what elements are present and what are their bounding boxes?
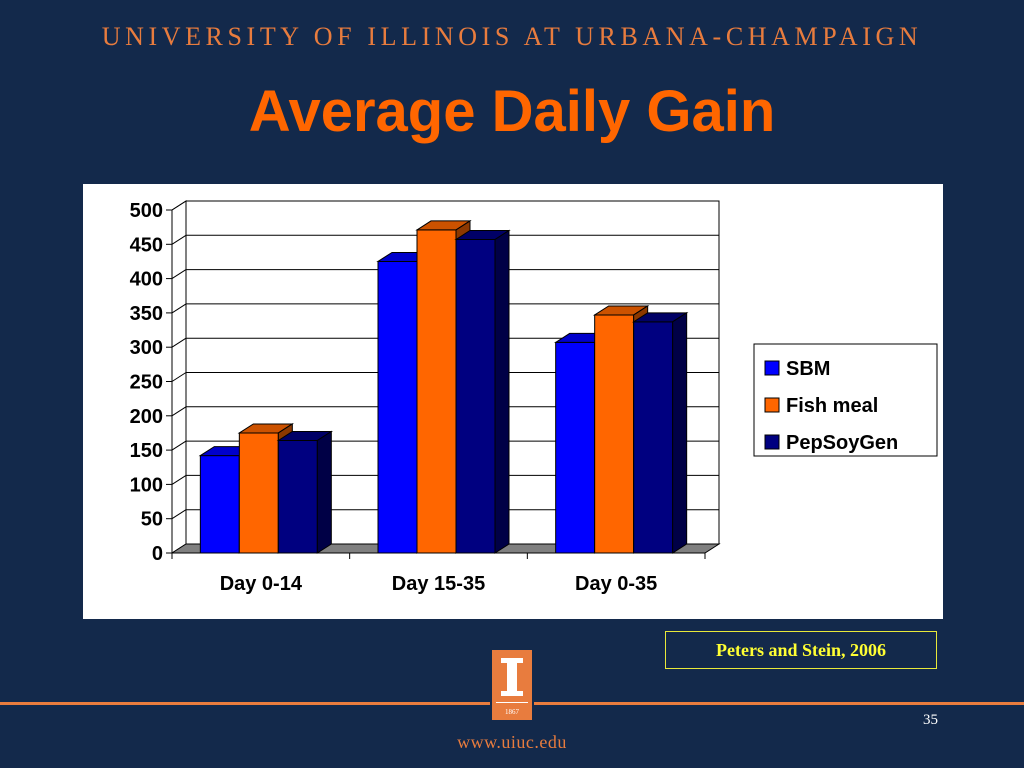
citation-box: Peters and Stein, 2006 — [665, 631, 937, 669]
footer-url[interactable]: www.uiuc.edu — [457, 732, 567, 752]
y-tick-label: 350 — [130, 303, 163, 325]
gridline-side — [171, 337, 187, 348]
gridline-side — [171, 303, 187, 314]
y-tick-label: 150 — [130, 440, 163, 462]
bar-side — [672, 311, 688, 554]
legend — [753, 343, 938, 457]
gridline-side — [171, 440, 187, 451]
slide-title: Average Daily Gain — [248, 79, 776, 144]
bar-fish-meal — [416, 229, 457, 554]
bar-fish-meal — [594, 314, 635, 554]
legend-swatch — [764, 434, 780, 450]
y-tick-label: 200 — [130, 406, 163, 428]
page-number: 35 — [923, 712, 938, 728]
legend-swatch — [764, 397, 780, 413]
gridline-side — [171, 372, 187, 382]
x-tick-label: Day 15-35 — [392, 573, 485, 595]
bar-fish-meal — [238, 432, 279, 554]
legend-label: Fish meal — [786, 395, 878, 417]
y-tick-label: 50 — [141, 509, 163, 531]
bar-side — [316, 430, 332, 554]
gridline-side — [171, 234, 187, 245]
y-tick-label: 100 — [130, 474, 163, 496]
gridline-side — [171, 509, 187, 520]
gridline-side — [171, 474, 187, 485]
chart-panel: 0 50 100 150 200 250 300 350 400 450 500 Day 0-14 Da… — [83, 184, 943, 619]
legend-swatch — [764, 360, 780, 376]
bar-pepsoygen — [633, 321, 674, 554]
bar-sbm — [199, 455, 240, 554]
legend-label: PepSoyGen — [786, 432, 898, 454]
gridline-side — [171, 269, 187, 280]
legend-label: SBM — [786, 358, 830, 380]
logo-year: 1867 — [505, 708, 520, 716]
y-tick-label: 450 — [130, 234, 163, 256]
x-tick-label: Day 0-14 — [220, 573, 303, 595]
bar-pepsoygen — [277, 439, 318, 554]
bar-chart: 0 50 100 150 200 250 300 350 400 450 500 Day 0-14 Da… — [130, 200, 938, 595]
y-tick-label: 400 — [130, 269, 163, 291]
x-tick-label: Day 0-35 — [575, 573, 657, 595]
y-tick-label: 0 — [152, 543, 163, 565]
university-header: UNIVERSITY OF ILLINOIS AT URBANA-CHAMPAI… — [101, 22, 923, 51]
university-logo: 1867 — [490, 648, 534, 722]
gridline-side — [171, 406, 187, 417]
gridline-side — [171, 200, 187, 211]
bar-sbm — [555, 341, 596, 554]
bar-pepsoygen — [455, 238, 496, 554]
y-tick-label: 500 — [130, 200, 163, 222]
y-tick-label: 300 — [130, 337, 163, 359]
bar-side — [494, 229, 510, 554]
y-tick-label: 250 — [130, 372, 163, 394]
bar-sbm — [377, 260, 418, 554]
